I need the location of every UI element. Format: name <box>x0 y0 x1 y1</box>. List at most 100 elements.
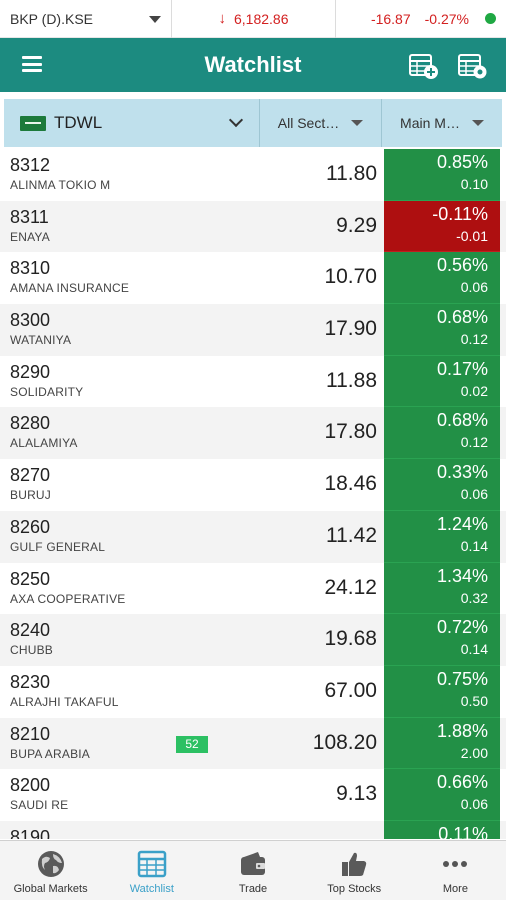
wallet-icon <box>241 852 265 875</box>
watchlist-row[interactable]: 8270 BURUJ 18.46 0.33% 0.06 <box>0 459 506 511</box>
dropdown-caret-icon <box>149 15 161 23</box>
index-value-cell: ↓ 6,182.86 <box>172 0 336 38</box>
watchlist-row[interactable]: 8280 ALALAMIYA 17.80 0.68% 0.12 <box>0 407 506 460</box>
change-value: 0.06 <box>460 486 488 503</box>
change-percent: 1.88% <box>436 720 488 741</box>
change-value: 0.06 <box>460 279 488 296</box>
nav-item-more[interactable]: More <box>405 841 506 900</box>
watchlist-row[interactable]: 8190 0.11% <box>0 820 506 839</box>
change-cell[interactable]: 0.11% <box>384 820 500 839</box>
market-dropdown[interactable]: Main M… <box>382 99 502 147</box>
add-watchlist-icon[interactable] <box>409 52 439 80</box>
index-change: -16.87 <box>370 10 411 27</box>
down-arrow-icon: ↓ <box>218 10 227 27</box>
change-percent: 0.17% <box>436 358 488 379</box>
stock-info: 8270 BURUJ 18.46 <box>0 459 384 511</box>
change-percent: 1.24% <box>436 513 488 534</box>
exchange-selector[interactable]: TDWL <box>4 99 260 147</box>
watchlist-row[interactable]: 8230 ALRAJHI TAKAFUL 67.00 0.75% 0.50 <box>0 665 506 718</box>
watchlist-row[interactable]: 8210 BUPA ARABIA 52 108.20 1.88% 2.00 <box>0 717 506 770</box>
filter-bar: TDWL All Sect… Main M… <box>4 99 502 147</box>
last-price: 11.42 <box>326 523 377 547</box>
watchlist-settings-icon[interactable] <box>458 52 488 80</box>
sector-dropdown[interactable]: All Sect… <box>260 99 382 147</box>
watchlist-row[interactable]: 8250 AXA COOPERATIVE 24.12 1.34% 0.32 <box>0 562 506 615</box>
watchlist-row[interactable]: 8300 WATANIYA 17.90 0.68% 0.12 <box>0 304 506 356</box>
index-value: 6,182.86 <box>234 10 289 27</box>
stock-name: ENAYA <box>10 229 50 244</box>
more-dots-icon <box>443 861 468 867</box>
stock-info: 8200 SAUDI RE 9.13 <box>0 769 384 821</box>
change-cell[interactable]: 1.24% 0.14 <box>384 510 500 563</box>
change-cell[interactable]: 0.66% 0.06 <box>384 769 500 821</box>
stock-info: 8310 AMANA INSURANCE 10.70 <box>0 252 384 304</box>
change-value: 0.02 <box>460 382 488 399</box>
market-label: Main M… <box>400 115 460 131</box>
stock-name: BUPA ARABIA <box>10 746 91 761</box>
change-cell[interactable]: 0.68% 0.12 <box>384 407 500 460</box>
symbol-label: BKP (D).KSE <box>10 10 93 27</box>
dropdown-caret-icon <box>471 120 484 126</box>
thumbs-up-icon <box>342 852 367 876</box>
alert-count-badge: 52 <box>176 735 208 753</box>
index-change-cell: -16.87 -0.27% <box>336 11 506 27</box>
change-percent: 0.85% <box>436 152 488 172</box>
market-ticker-bar: BKP (D).KSE ↓ 6,182.86 -16.87 -0.27% <box>0 0 506 38</box>
nav-item-trade[interactable]: Trade <box>202 841 303 900</box>
bottom-nav: Global Markets Watchlist Trade Top Stock… <box>0 840 506 900</box>
change-cell[interactable]: 0.56% 0.06 <box>384 252 500 305</box>
change-percent: 0.33% <box>436 462 488 483</box>
stock-name: SOLIDARITY <box>10 384 84 399</box>
change-value: 0.06 <box>460 796 488 813</box>
chevron-down-icon <box>228 112 244 128</box>
stock-code: 8240 <box>10 620 51 641</box>
change-cell[interactable]: 0.85% 0.10 <box>384 149 500 201</box>
watchlist-row[interactable]: 8290 SOLIDARITY 11.88 0.17% 0.02 <box>0 355 506 408</box>
stock-info: 8210 BUPA ARABIA 52 108.20 <box>0 718 384 770</box>
nav-label: Trade <box>238 883 268 895</box>
nav-item-watchlist[interactable]: Watchlist <box>101 841 202 900</box>
change-cell[interactable]: 0.33% 0.06 <box>384 459 500 511</box>
change-value: 0.12 <box>460 331 488 348</box>
app-header: Watchlist <box>0 38 506 92</box>
watchlist-row[interactable]: 8240 CHUBB 19.68 0.72% 0.14 <box>0 614 506 666</box>
hamburger-menu-icon[interactable] <box>22 56 42 72</box>
index-change-pct: -0.27% <box>424 10 469 27</box>
last-price: 108.20 <box>312 730 377 754</box>
nav-item-top-stocks[interactable]: Top Stocks <box>304 841 405 900</box>
watchlist-table: 8312 ALINMA TOKIO M 11.80 0.85% 0.10 8311 ENAY… <box>0 149 506 839</box>
stock-name: AXA COOPERATIVE <box>10 591 126 606</box>
last-price: 17.90 <box>324 317 377 341</box>
change-cell[interactable]: 1.34% 0.32 <box>384 562 500 615</box>
change-cell[interactable]: 0.17% 0.02 <box>384 355 500 408</box>
change-percent: 0.68% <box>436 410 488 431</box>
watchlist-row[interactable]: 8200 SAUDI RE 9.13 0.66% 0.06 <box>0 769 506 821</box>
watchlist-row[interactable]: 8260 GULF GENERAL 11.42 1.24% 0.14 <box>0 510 506 563</box>
stock-info: 8300 WATANIYA 17.90 <box>0 304 384 356</box>
stock-name: ALINMA TOKIO M <box>10 178 111 192</box>
saudi-flag-icon <box>20 115 46 131</box>
change-cell[interactable]: 0.68% 0.12 <box>384 304 500 356</box>
last-price: 11.80 <box>326 162 377 185</box>
watchlist-row[interactable]: 8312 ALINMA TOKIO M 11.80 0.85% 0.10 <box>0 149 506 201</box>
change-cell[interactable]: 0.75% 0.50 <box>384 665 500 718</box>
stock-info: 8290 SOLIDARITY 11.88 <box>0 356 384 408</box>
change-percent: 0.66% <box>436 772 488 793</box>
change-value: 0.10 <box>460 176 488 192</box>
nav-item-global-markets[interactable]: Global Markets <box>0 841 101 900</box>
stock-name: WATANIYA <box>10 333 72 348</box>
last-price: 9.29 <box>336 213 377 237</box>
change-cell[interactable]: -0.11% -0.01 <box>384 200 500 253</box>
symbol-selector[interactable]: BKP (D).KSE <box>0 0 172 38</box>
watchlist-row[interactable]: 8310 AMANA INSURANCE 10.70 0.56% 0.06 <box>0 252 506 305</box>
change-cell[interactable]: 0.72% 0.14 <box>384 614 500 666</box>
watchlist-row[interactable]: 8311 ENAYA 9.29 -0.11% -0.01 <box>0 200 506 253</box>
last-price: 18.46 <box>324 472 377 496</box>
change-value: 0.32 <box>460 589 488 606</box>
stock-code: 8290 <box>10 361 51 382</box>
change-percent: 0.68% <box>436 307 488 328</box>
change-cell[interactable]: 1.88% 2.00 <box>384 717 500 770</box>
dropdown-caret-icon <box>351 120 364 126</box>
last-price: 10.70 <box>324 265 377 289</box>
stock-name: SAUDI RE <box>10 798 69 813</box>
